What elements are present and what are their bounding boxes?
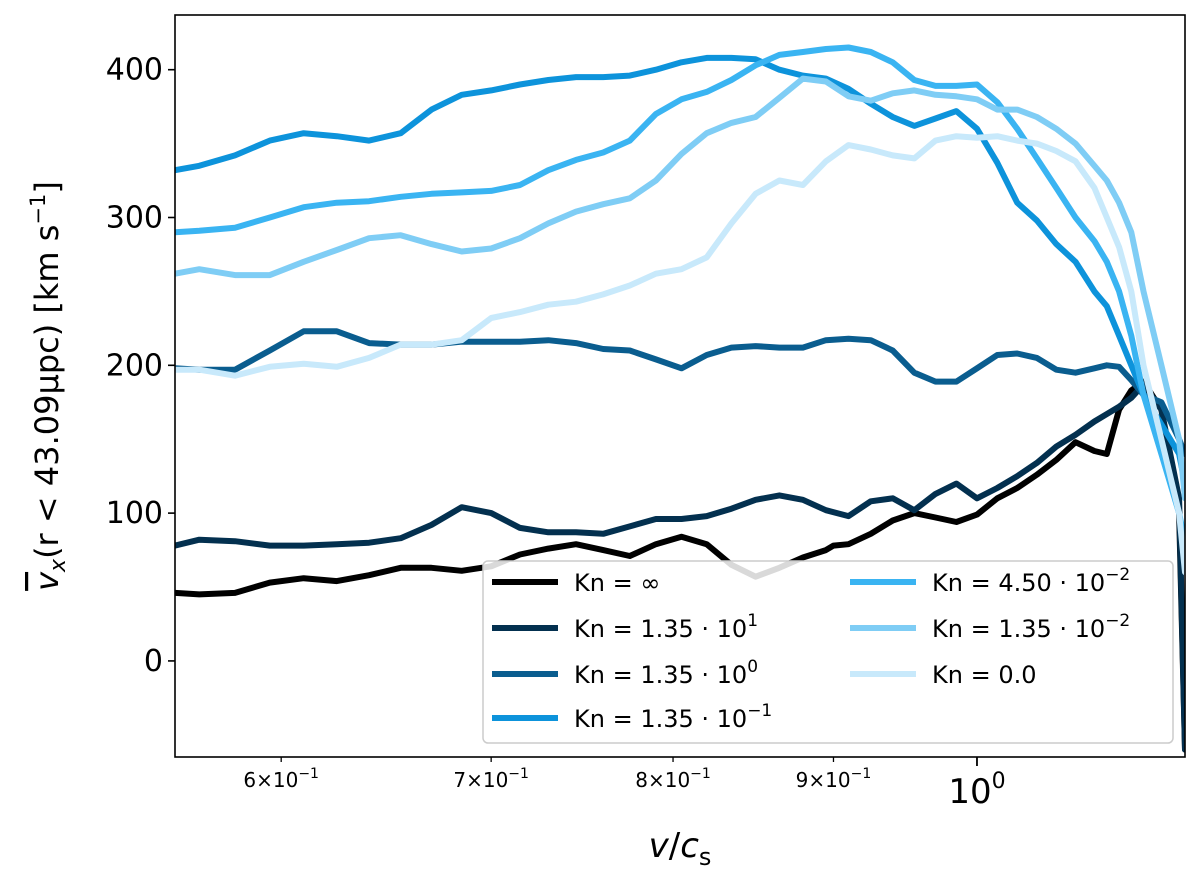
x-minor-tick-label-2: 8×10−1 — [635, 766, 711, 792]
legend-label-1: Kn = 1.35 · 101 — [574, 611, 758, 643]
y-tick-label-1: 100 — [106, 496, 163, 531]
legend-label-3: Kn = 1.35 · 10−1 — [574, 701, 772, 733]
series-line-3 — [175, 54, 1185, 487]
series-line-6 — [175, 133, 1185, 576]
tick-layer: 0 100 200 300 400 6×10−1 7×10−1 8×10−1 9×10−1 100 — [106, 53, 1006, 812]
y-tick-label-3: 300 — [106, 200, 163, 235]
legend-label-0: Kn = ∞ — [574, 569, 660, 597]
legend-label-6: Kn = 0.0 — [932, 661, 1036, 689]
x-minor-tick-label-1: 7×10−1 — [453, 766, 529, 792]
y-tick-label-4: 400 — [106, 53, 163, 88]
series-line-1 — [175, 381, 1185, 753]
series-layer — [175, 44, 1185, 753]
x-major-tick-label-0: 100 — [948, 769, 1005, 812]
legend-label-4: Kn = 4.50 · 10−2 — [932, 565, 1130, 597]
legend: Kn = ∞ Kn = 1.35 · 101 Kn = 1.35 · 100 Kn =… — [482, 560, 1174, 744]
y-axis-label: vx(r < 43.09μpc) [km s−1] — [26, 181, 71, 591]
series-line-0 — [175, 378, 1185, 753]
x-minor-tick-label-0: 6×10−1 — [243, 766, 319, 792]
series-line-5 — [175, 75, 1185, 502]
series-line-4 — [175, 44, 1185, 546]
x-minor-tick-label-3: 9×10−1 — [796, 766, 872, 792]
y-tick-label-2: 200 — [106, 348, 163, 383]
legend-box — [482, 560, 1174, 744]
legend-label-2: Kn = 1.35 · 100 — [574, 657, 758, 689]
plot-frame — [174, 14, 1186, 758]
y-tick-label-0: 0 — [144, 644, 163, 679]
x-axis-label: v/cs — [649, 826, 712, 871]
legend-label-5: Kn = 1.35 · 10−2 — [932, 611, 1130, 643]
legend-items: Kn = ∞ Kn = 1.35 · 101 Kn = 1.35 · 100 Kn =… — [492, 565, 1130, 733]
